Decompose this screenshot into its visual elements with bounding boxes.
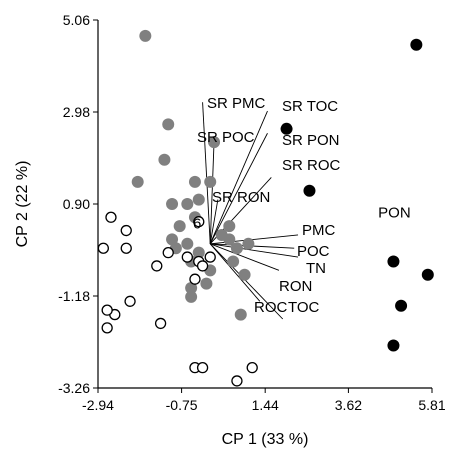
filled-point bbox=[185, 282, 198, 295]
filled-point bbox=[223, 233, 236, 246]
filled-point bbox=[162, 118, 175, 131]
x-tick-label: -2.94 bbox=[82, 397, 114, 413]
filled-point bbox=[242, 237, 255, 250]
x-tick-label: 1.44 bbox=[252, 397, 279, 413]
vector-label: SR PON bbox=[282, 132, 340, 149]
open-point bbox=[162, 247, 174, 259]
vector-label: SR RON bbox=[212, 189, 270, 206]
filled-point bbox=[200, 277, 213, 290]
open-point bbox=[124, 295, 136, 307]
x-tick-label: 3.62 bbox=[335, 397, 362, 413]
vector-label: TN bbox=[306, 260, 326, 277]
loading-vector bbox=[202, 102, 211, 244]
filled-point bbox=[280, 122, 293, 135]
y-tick-label: 2.98 bbox=[63, 104, 90, 120]
loading-vector bbox=[209, 142, 215, 244]
x-axis-title: CP 1 (33 %) bbox=[222, 431, 309, 448]
filled-point bbox=[188, 175, 201, 188]
y-tick-label: 0.90 bbox=[63, 196, 90, 212]
filled-point bbox=[204, 175, 217, 188]
filled-point bbox=[181, 237, 194, 250]
y-tick-label: 5.06 bbox=[63, 12, 90, 28]
vector-label: SR ROC bbox=[282, 157, 341, 174]
open-point bbox=[120, 224, 132, 237]
open-point bbox=[196, 362, 209, 374]
filled-point bbox=[208, 136, 221, 149]
loading-vector bbox=[209, 243, 261, 302]
filled-point bbox=[238, 268, 251, 281]
open-point bbox=[101, 304, 113, 316]
labels-layer: SR PMC SR TOC SR POC SR PON SR ROC SR RON PMC P… bbox=[193, 95, 411, 316]
ticks-layer: -2.94 -0.75 1.44 3.62 5.81 5.06 2.98 0.90 -1.18 -… bbox=[58, 12, 446, 413]
filled-point bbox=[139, 29, 152, 42]
open-point bbox=[231, 375, 243, 387]
open-point bbox=[193, 216, 205, 228]
points-layer bbox=[97, 29, 434, 387]
open-point bbox=[151, 260, 163, 272]
loading-vector bbox=[209, 110, 268, 244]
y-tick-label: -3.26 bbox=[58, 380, 90, 396]
y-tick-label: -1.18 bbox=[58, 288, 90, 304]
vector-label: SR POC bbox=[197, 129, 255, 146]
filled-point bbox=[181, 198, 194, 210]
open-point bbox=[204, 251, 216, 263]
filled-point bbox=[234, 308, 247, 321]
vector-label: RON bbox=[279, 278, 312, 295]
filled-point bbox=[230, 242, 243, 255]
vector-label: ROC bbox=[254, 299, 288, 316]
annotation-label: 6 bbox=[193, 215, 201, 232]
loading-vector bbox=[210, 243, 299, 258]
open-point bbox=[196, 260, 209, 272]
filled-point bbox=[410, 38, 423, 51]
vector-label: TOC bbox=[288, 299, 320, 316]
open-point bbox=[181, 251, 193, 263]
vector-label: SR PMC bbox=[207, 95, 266, 112]
open-point bbox=[189, 273, 201, 285]
loading-vector bbox=[209, 243, 284, 320]
filled-point bbox=[192, 246, 205, 259]
filled-point bbox=[158, 153, 171, 166]
annotation-label: PON bbox=[378, 204, 411, 221]
filled-point bbox=[166, 198, 179, 210]
filled-point bbox=[395, 299, 408, 312]
open-point bbox=[105, 211, 117, 223]
open-point bbox=[246, 362, 258, 374]
vector-label: SR TOC bbox=[282, 98, 338, 115]
loading-vector bbox=[209, 133, 268, 245]
filled-point bbox=[303, 184, 316, 197]
loading-vector bbox=[210, 243, 280, 271]
filled-point bbox=[421, 268, 434, 281]
loading-vector bbox=[209, 199, 219, 244]
x-tick-label: -0.75 bbox=[166, 397, 198, 413]
filled-point bbox=[192, 193, 205, 206]
vector-layer bbox=[202, 102, 299, 320]
open-point bbox=[120, 242, 132, 254]
filled-point bbox=[227, 255, 240, 268]
x-tick-label: 5.81 bbox=[418, 397, 445, 413]
open-point bbox=[97, 242, 109, 254]
filled-point bbox=[166, 233, 179, 246]
open-point bbox=[154, 317, 167, 330]
filled-point bbox=[131, 175, 144, 188]
open-point bbox=[101, 322, 113, 334]
filled-point bbox=[387, 339, 400, 352]
vector-label: PMC bbox=[302, 222, 336, 239]
filled-point bbox=[185, 290, 198, 303]
filled-point bbox=[223, 220, 236, 233]
y-axis-title: CP 2 (22 %) bbox=[14, 161, 31, 248]
filled-point bbox=[173, 220, 186, 233]
filled-point bbox=[387, 255, 400, 268]
vector-label: POC bbox=[297, 243, 330, 260]
